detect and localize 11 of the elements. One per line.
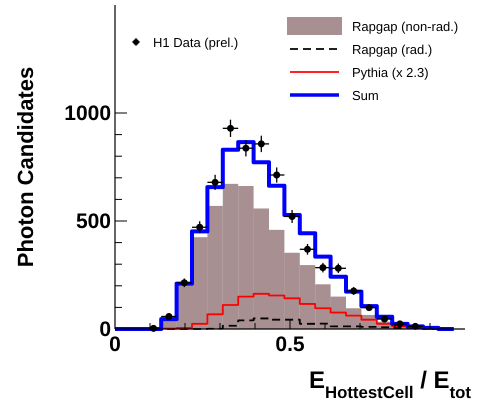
legend-label: Rapgap (rad.) <box>352 42 432 57</box>
legend-label: H1 Data (prel.) <box>153 35 238 50</box>
y-tick-label: 500 <box>76 210 111 233</box>
legend-label: Pythia (x 2.3) <box>352 65 429 80</box>
y-axis-title: Photon Candidates <box>13 66 38 268</box>
legend-label: Rapgap (non-rad.) <box>352 19 458 34</box>
y-tick-label: 0 <box>99 318 111 341</box>
x-axis-title: E$_{HottestCell}$ / E$_{tot}$ <box>308 367 472 402</box>
legend-label: Sum <box>352 88 379 103</box>
x-tick-label: 0.5 <box>275 333 305 356</box>
y-tick-label: 1000 <box>64 102 111 125</box>
